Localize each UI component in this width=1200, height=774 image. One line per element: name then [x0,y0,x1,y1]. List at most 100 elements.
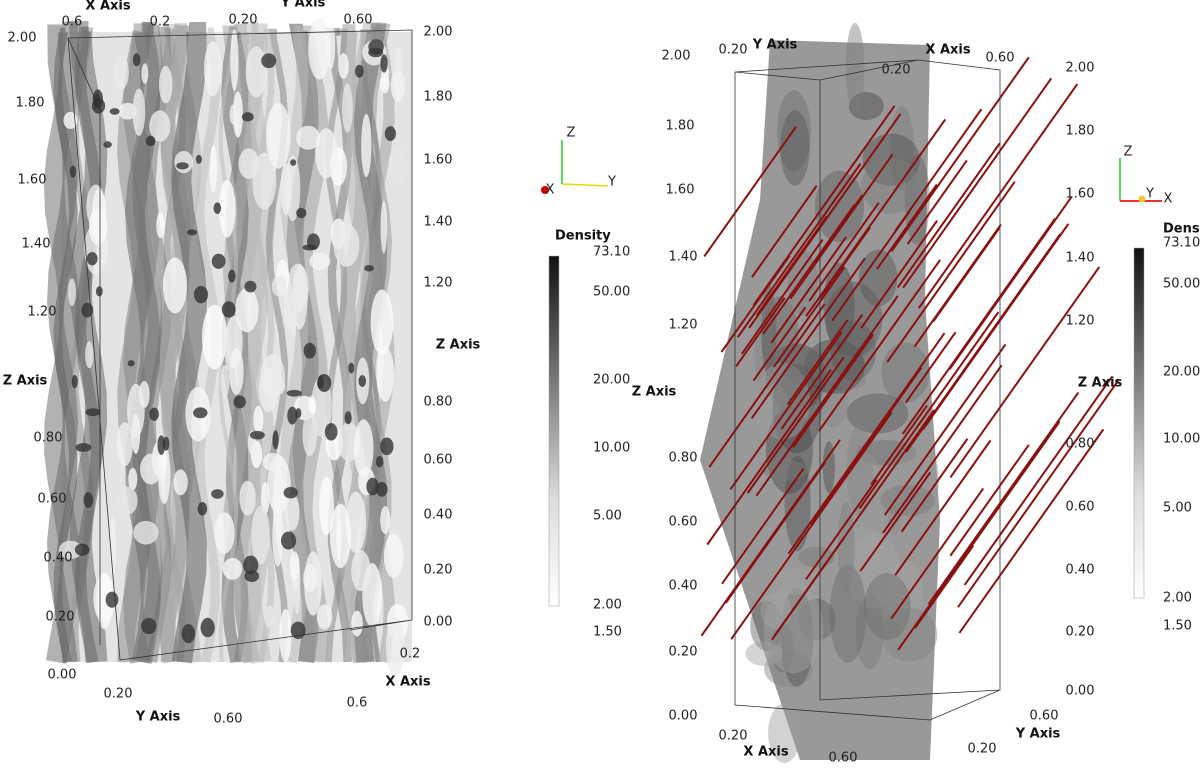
density-blob [798,598,836,641]
density-void [302,412,318,457]
density-clump [364,265,374,272]
field-line [787,332,946,555]
density-void [353,419,374,478]
colorbar-tick-label: 50.00 [1163,277,1200,292]
field-line [721,468,805,585]
colorbar-tick-label: 5.00 [1163,501,1192,516]
field-line [729,331,843,491]
density-void [309,252,331,270]
z-tick-label: 1.80 [1066,124,1095,139]
colorbar [548,255,560,607]
field-line [750,257,866,419]
density-clump [75,443,92,452]
density-clump [176,162,189,170]
density-void [260,481,270,515]
bottom-tick-label: 0.60 [829,751,858,766]
density-void [220,365,230,398]
density-void [204,41,222,97]
density-void [113,54,129,90]
field-line [922,223,1070,431]
density-strand [47,24,79,663]
top-tick-label: 0.6 [62,15,83,30]
density-clump [261,53,277,69]
field-line [870,405,928,486]
density-clump [380,54,388,73]
density-void [219,179,236,238]
glyph-label: Y [1145,187,1154,202]
density-void [390,70,406,102]
density-void [253,405,264,434]
field-line [948,196,1073,370]
density-void [209,145,218,193]
density-void [252,152,277,210]
density-void [140,453,162,485]
field-line [805,479,878,580]
field-line [720,255,791,353]
density-blob [890,106,914,191]
z-tick-label: 2.00 [1066,61,1095,76]
density-void [279,608,292,663]
density-blob [829,564,867,663]
density-void [329,503,352,569]
z-tick-label: 0.40 [424,508,453,523]
field-line [735,297,786,367]
colorbar-tick-label: 50.00 [593,285,630,300]
field-line [958,428,1105,634]
field-line [859,471,932,572]
density-void [91,188,107,243]
volume-rendering [43,17,940,764]
density-clump [132,53,141,67]
z-tick-label: 1.80 [424,90,453,105]
bounding-box [67,29,413,661]
colorbar-title: Density [555,229,611,244]
bottom-tick-label: 0.20 [104,687,133,702]
density-void [58,540,83,559]
density-blob [845,22,865,113]
density-clump [296,207,307,219]
z-tick-label: 1.60 [666,183,695,198]
field-line [703,126,797,258]
density-blob [760,592,792,630]
top-tick-label: Y Axis [280,0,326,11]
density-blob [816,666,878,756]
z-tick-label: 0.60 [1066,500,1095,515]
field-line [724,461,827,604]
density-clump [290,159,297,166]
density-clump [162,436,170,451]
colorbar-tick-label: 10.00 [1163,432,1200,447]
z-tick-label: 0.60 [669,515,698,530]
density-void [338,53,349,79]
density-void [118,102,138,120]
z-tick-label: 1.80 [666,119,695,134]
density-clump [109,108,120,115]
density-void [128,467,138,491]
field-line [752,306,807,382]
density-void [285,493,300,531]
density-void [224,328,232,372]
z-tick-label: 1.20 [424,276,453,291]
density-void [174,150,194,174]
density-clump [317,373,332,392]
density-clump [243,555,259,575]
colorbar-tick-label: 73.10 [1163,236,1200,251]
z-tick-label: 1.40 [22,237,51,252]
top-tick-label: 0.2 [150,15,171,30]
z-tick-label: 0.20 [424,563,453,578]
field-line [876,183,938,270]
density-clump [366,477,379,496]
density-clump [348,362,355,374]
density-clump [149,407,159,421]
colorbar-tick-label: 73.10 [593,245,630,260]
glyph-label: X [546,183,555,198]
density-clump [280,531,297,550]
field-line [771,537,845,641]
density-clump [69,165,77,178]
density-void [127,383,145,438]
density-clump [286,389,302,397]
density-clump [211,253,226,269]
bottom-tick-label: 0.20 [719,729,748,744]
top-tick-label: 0.20 [719,43,748,58]
field-line [900,438,969,533]
bottom-tick-label: 0.20 [968,742,997,757]
